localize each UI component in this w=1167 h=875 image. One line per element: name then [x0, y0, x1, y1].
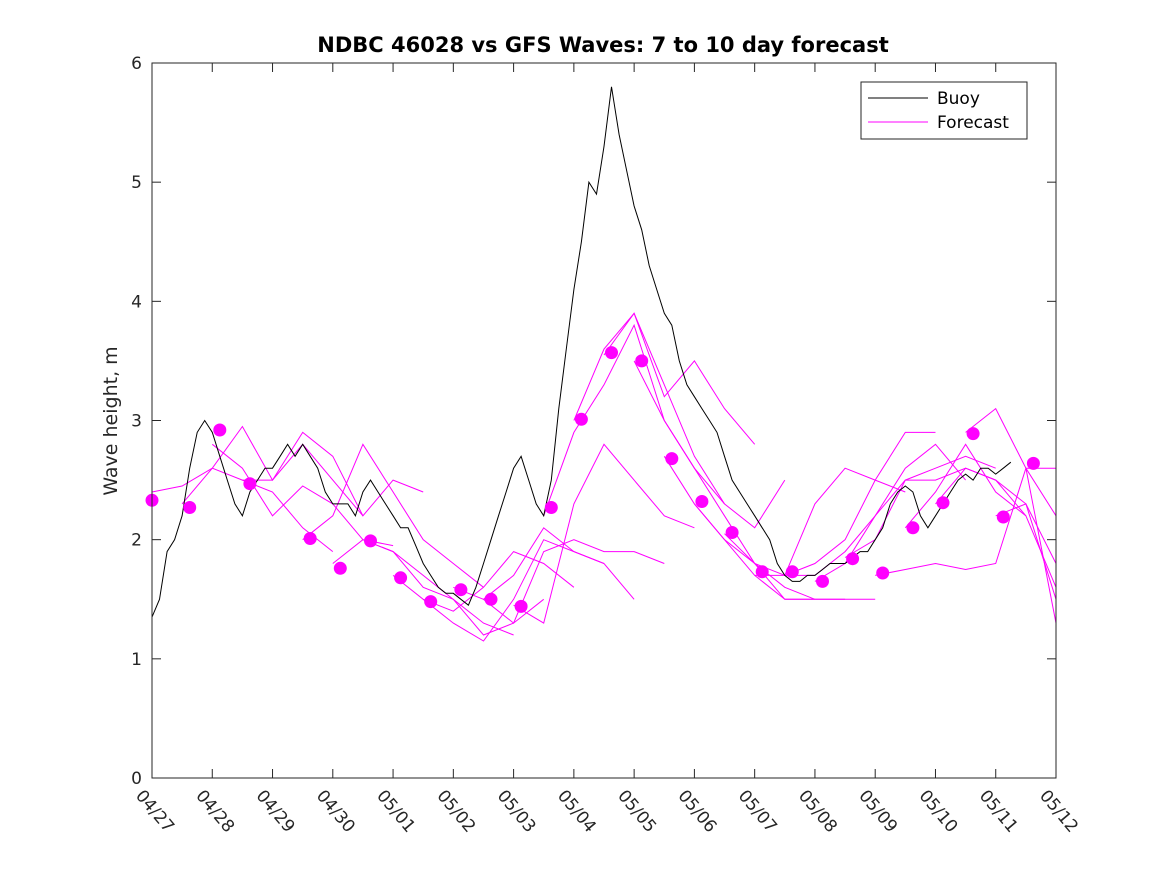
forecast-point	[394, 571, 408, 585]
x-tick-label: 04/27	[131, 786, 178, 836]
y-tick-label: 1	[131, 650, 142, 670]
forecast-point	[785, 565, 799, 579]
x-tick-label: 05/10	[915, 786, 962, 836]
forecast-run-line	[483, 539, 665, 624]
y-axis-label: Wave height, m	[100, 346, 122, 495]
y-tick-label: 0	[131, 769, 142, 789]
plot-area: 0 1 2 3 4 5 6 04/27 04/28 04/29 04/30 05/01 05/02 05…	[131, 54, 1082, 837]
forecast-point	[906, 521, 920, 535]
y-tick-label: 4	[131, 292, 142, 312]
x-tick-label: 05/05	[613, 786, 660, 836]
x-tick-label: 05/12	[1035, 786, 1082, 836]
forecast-point	[816, 574, 829, 588]
buoy-series-line	[151, 86, 1012, 618]
forecast-point	[665, 452, 679, 466]
forecast-run-line	[965, 407, 1057, 624]
x-tick-label: 04/30	[312, 786, 359, 836]
forecast-point	[574, 412, 588, 426]
forecast-run-line	[633, 360, 816, 600]
forecast-point	[966, 427, 980, 441]
legend-buoy-label: Buoy	[937, 89, 980, 109]
buoy-line-group	[151, 86, 1012, 618]
forecast-point	[303, 532, 317, 545]
forecast-run-line	[935, 467, 1057, 600]
y-ticks: 0 1 2 3 4 5 6	[131, 54, 1056, 789]
forecast-point	[635, 354, 649, 368]
chart-title: NDBC 46028 vs GFS Waves: 7 to 10 day for…	[317, 33, 888, 57]
forecast-point	[936, 496, 950, 510]
x-tick-label: 05/08	[794, 786, 841, 836]
x-tick-label: 05/03	[493, 786, 540, 836]
legend: Buoy Forecast	[860, 81, 1028, 140]
legend-box	[860, 81, 1028, 140]
forecast-run-line	[573, 312, 756, 445]
y-tick-label: 6	[131, 54, 142, 74]
forecast-point	[243, 477, 257, 491]
forecast-point	[725, 526, 739, 539]
forecast-point	[424, 595, 438, 609]
forecast-point	[1026, 456, 1040, 470]
x-tick-label: 04/28	[191, 786, 238, 836]
forecast-point	[755, 565, 769, 579]
forecast-point	[183, 501, 197, 514]
legend-forecast-label: Forecast	[937, 113, 1009, 133]
forecast-run-line	[603, 312, 786, 529]
x-tick-label: 05/01	[372, 786, 419, 836]
forecast-point	[484, 592, 498, 606]
forecast-point	[514, 599, 528, 613]
forecast-dots	[145, 346, 1040, 613]
forecast-point	[996, 510, 1010, 524]
x-tick-label: 05/11	[975, 786, 1022, 836]
forecast-point	[213, 423, 227, 437]
forecast-run-line	[694, 503, 876, 600]
y-tick-label: 5	[131, 173, 142, 193]
plot-background	[152, 63, 1056, 778]
forecast-point	[364, 534, 377, 548]
y-tick-label: 3	[131, 412, 142, 432]
forecast-point	[846, 552, 860, 566]
x-tick-label: 05/04	[553, 786, 600, 836]
x-tick-label: 05/06	[674, 786, 721, 836]
x-tick-label: 05/09	[854, 786, 901, 836]
x-tick-label: 04/29	[252, 786, 299, 836]
y-tick-label: 2	[131, 531, 142, 551]
forecast-run-line	[302, 443, 484, 588]
forecast-point	[876, 566, 890, 580]
forecast-run-line	[513, 443, 695, 624]
forecast-run-line	[242, 431, 424, 517]
forecast-point	[695, 495, 709, 508]
forecast-point	[333, 561, 347, 575]
forecast-point	[544, 501, 558, 514]
forecast-point	[454, 583, 468, 597]
forecast-point	[605, 346, 618, 360]
x-tick-label: 05/07	[734, 786, 781, 836]
x-tick-label: 05/02	[433, 786, 480, 836]
